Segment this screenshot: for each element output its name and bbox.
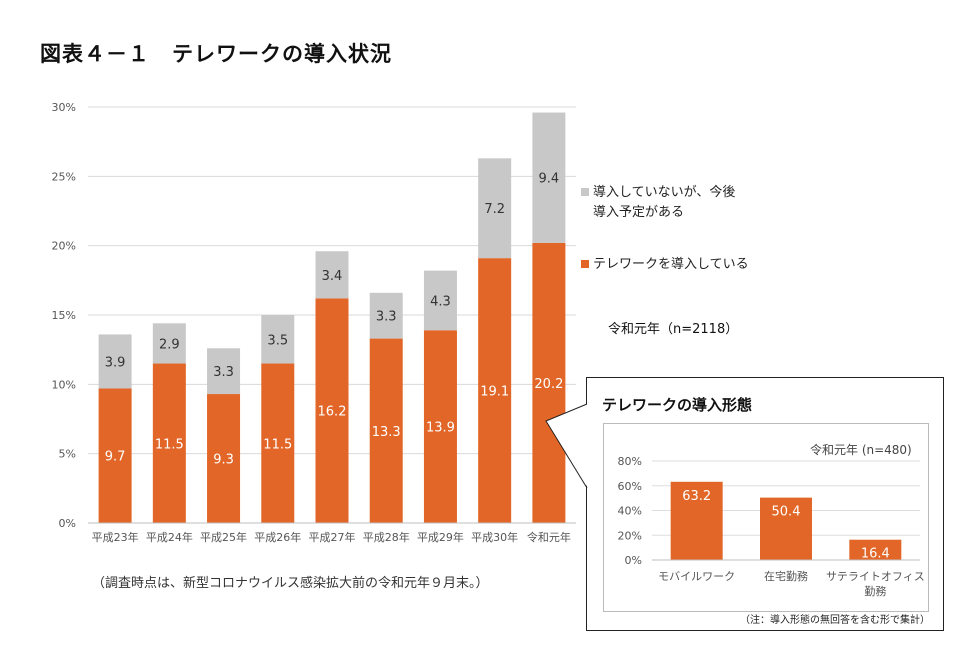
bar-planned (315, 251, 349, 299)
legend-label-planned-line1: 導入していないが、今後 (593, 185, 736, 200)
inset-y-tick-label: 80% (618, 455, 642, 468)
y-tick-label: 10% (52, 378, 76, 391)
bar-adopted (261, 363, 295, 523)
bar-planned (478, 158, 512, 259)
legend-swatch-adopted (581, 260, 589, 268)
callout-pointer-fill (546, 404, 588, 488)
data-label-planned: 2.9 (159, 337, 180, 352)
survey-note: （調査時点は、新型コロナウイルス感染拡大前の令和元年９月末。） (92, 576, 489, 591)
data-label-planned: 3.4 (322, 269, 343, 284)
y-tick-label: 0% (59, 517, 76, 530)
y-tick-label: 15% (52, 309, 76, 322)
bar-adopted (478, 258, 512, 523)
page-title: 図表４－１ テレワークの導入状況 (40, 42, 392, 66)
bar-planned (532, 112, 566, 243)
data-label-planned: 3.3 (213, 365, 234, 380)
inset-x-tick-label: 在宅勤務 (764, 569, 808, 583)
inset-sample-size: 令和元年 (n=480) (810, 443, 912, 457)
inset-title: テレワークの導入形態 (602, 396, 753, 414)
x-tick-label: 平成30年 (471, 530, 518, 544)
data-label-adopted: 9.7 (105, 450, 126, 465)
callout-pointer (545, 403, 588, 489)
data-label-planned: 4.3 (430, 294, 451, 309)
inset-y-tick-label: 60% (618, 480, 642, 493)
data-label-planned: 3.3 (376, 310, 397, 325)
x-tick-label: 平成24年 (146, 530, 193, 544)
x-tick-label: 平成28年 (363, 530, 410, 544)
data-label-planned: 7.2 (484, 202, 505, 217)
x-tick-label: 平成25年 (200, 530, 247, 544)
data-label-adopted: 13.9 (426, 421, 455, 436)
data-label-adopted: 9.3 (213, 453, 234, 468)
y-tick-label: 20% (52, 240, 76, 253)
y-tick-label: 25% (52, 170, 76, 183)
bar-planned (261, 315, 295, 364)
legend-sample-size: 令和元年（n=2118） (608, 322, 739, 337)
data-label-adopted: 11.5 (155, 437, 184, 452)
data-label-adopted: 20.2 (534, 377, 563, 392)
x-tick-label: 平成27年 (309, 530, 356, 544)
bar-adopted (423, 330, 457, 523)
bar-planned (369, 292, 403, 339)
inset-x-tick-label: 勤務 (864, 584, 886, 598)
inset-bar (670, 481, 723, 560)
bar-adopted (152, 363, 186, 523)
bar-planned (207, 348, 241, 395)
legend-item-adopted: テレワークを導入している (581, 255, 749, 275)
inset-y-tick-label: 20% (618, 529, 642, 542)
data-label-planned: 9.4 (539, 172, 560, 187)
bar-planned (423, 270, 457, 331)
bar-adopted (532, 242, 566, 524)
inset-data-label: 63.2 (682, 489, 711, 504)
inset-y-tick-label: 0% (625, 554, 642, 567)
bar-adopted (98, 388, 132, 523)
legend-label-planned-line2: 導入予定がある (593, 205, 685, 220)
x-tick-label: 平成23年 (92, 530, 139, 544)
inset-chart-frame (603, 423, 929, 612)
y-tick-label: 5% (59, 448, 76, 461)
x-tick-label: 平成26年 (254, 530, 301, 544)
x-tick-label: 平成29年 (417, 530, 464, 544)
inset-data-label: 50.4 (772, 505, 801, 520)
inset-data-label: 16.4 (861, 547, 890, 562)
x-tick-label: 令和元年 (527, 530, 571, 544)
inset-bar (760, 497, 812, 560)
y-tick-label: 30% (52, 101, 76, 114)
legend-label-adopted: テレワークを導入している (593, 257, 749, 272)
inset-bar (849, 539, 902, 560)
bar-adopted (369, 338, 403, 523)
inset-x-tick-label: モバイルワーク (658, 570, 735, 583)
legend-swatch-planned (581, 188, 589, 196)
bar-adopted (207, 394, 241, 523)
bar-planned (98, 334, 132, 389)
inset-footnote: （注：導入形態の無回答を含む形で集計） (740, 615, 930, 626)
bar-planned (152, 323, 186, 364)
legend-item-planned: 導入していないが、今後 導入予定がある (581, 183, 735, 223)
inset-y-tick-label: 40% (618, 505, 642, 518)
data-label-adopted: 11.5 (263, 437, 292, 452)
data-label-planned: 3.5 (267, 333, 288, 348)
inset-x-tick-label: サテライトオフィス (826, 570, 925, 583)
data-label-planned: 3.9 (105, 355, 126, 370)
data-label-adopted: 16.2 (318, 405, 347, 420)
data-label-adopted: 19.1 (480, 385, 509, 400)
data-label-adopted: 13.3 (372, 425, 401, 440)
bar-adopted (315, 298, 349, 523)
